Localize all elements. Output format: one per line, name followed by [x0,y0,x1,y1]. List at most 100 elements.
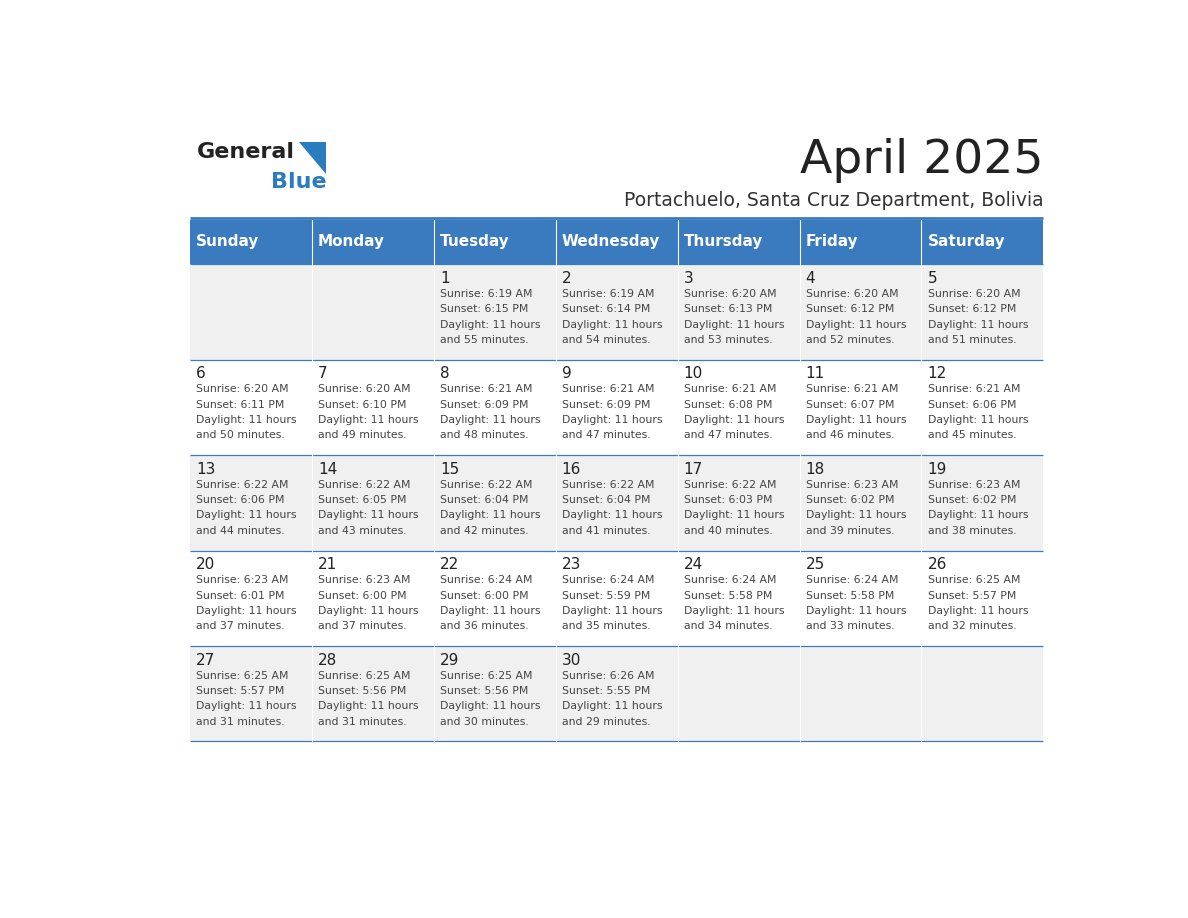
Text: Portachuelo, Santa Cruz Department, Bolivia: Portachuelo, Santa Cruz Department, Boli… [624,192,1043,210]
Text: Sunrise: 6:19 AM: Sunrise: 6:19 AM [440,289,532,299]
Text: 29: 29 [440,653,460,667]
Bar [190,646,1043,742]
Text: Sunrise: 6:24 AM: Sunrise: 6:24 AM [562,576,655,586]
Text: Daylight: 11 hours: Daylight: 11 hours [928,510,1028,521]
Text: Sunrise: 6:25 AM: Sunrise: 6:25 AM [318,671,411,681]
Text: 23: 23 [562,557,581,572]
Text: Daylight: 11 hours: Daylight: 11 hours [928,319,1028,330]
Text: Sunset: 6:01 PM: Sunset: 6:01 PM [196,590,285,600]
Text: 15: 15 [440,462,459,476]
Polygon shape [298,142,327,174]
Text: and 40 minutes.: and 40 minutes. [684,526,772,536]
Text: 21: 21 [318,557,337,572]
Text: Sunrise: 6:20 AM: Sunrise: 6:20 AM [684,289,777,299]
Text: Daylight: 11 hours: Daylight: 11 hours [562,415,662,425]
Text: Daylight: 11 hours: Daylight: 11 hours [440,510,541,521]
Text: Sunset: 5:57 PM: Sunset: 5:57 PM [928,590,1016,600]
Text: Sunset: 6:05 PM: Sunset: 6:05 PM [318,495,406,505]
Text: and 53 minutes.: and 53 minutes. [684,335,772,345]
Text: Saturday: Saturday [928,234,1005,250]
Text: Sunrise: 6:24 AM: Sunrise: 6:24 AM [440,576,532,586]
Text: 9: 9 [562,366,571,381]
Text: Sunrise: 6:23 AM: Sunrise: 6:23 AM [928,480,1020,490]
Text: General: General [197,142,296,162]
Text: and 47 minutes.: and 47 minutes. [684,431,772,441]
Text: Sunrise: 6:23 AM: Sunrise: 6:23 AM [196,576,289,586]
Text: Thursday: Thursday [684,234,763,250]
Text: and 46 minutes.: and 46 minutes. [805,431,895,441]
Text: 4: 4 [805,271,815,285]
Text: Daylight: 11 hours: Daylight: 11 hours [196,701,297,711]
Text: April 2025: April 2025 [800,139,1043,184]
Text: Sunset: 6:14 PM: Sunset: 6:14 PM [562,305,650,314]
Text: 11: 11 [805,366,824,381]
Text: 5: 5 [928,271,937,285]
Text: Sunset: 5:55 PM: Sunset: 5:55 PM [562,686,650,696]
Text: Sunset: 5:58 PM: Sunset: 5:58 PM [805,590,895,600]
Text: Sunrise: 6:23 AM: Sunrise: 6:23 AM [318,576,411,586]
Text: and 31 minutes.: and 31 minutes. [318,717,406,726]
Text: Daylight: 11 hours: Daylight: 11 hours [928,415,1028,425]
Text: Sunset: 6:09 PM: Sunset: 6:09 PM [440,399,529,409]
Text: Sunset: 5:56 PM: Sunset: 5:56 PM [440,686,529,696]
Text: Wednesday: Wednesday [562,234,661,250]
Text: 25: 25 [805,557,824,572]
Text: Sunset: 6:00 PM: Sunset: 6:00 PM [440,590,529,600]
Text: Daylight: 11 hours: Daylight: 11 hours [318,415,418,425]
Text: Sunday: Sunday [196,234,259,250]
Text: Sunrise: 6:24 AM: Sunrise: 6:24 AM [805,576,898,586]
Text: Sunset: 5:56 PM: Sunset: 5:56 PM [318,686,406,696]
Text: and 47 minutes.: and 47 minutes. [562,431,651,441]
Text: Sunrise: 6:20 AM: Sunrise: 6:20 AM [318,385,411,395]
Text: Sunrise: 6:22 AM: Sunrise: 6:22 AM [684,480,776,490]
Text: Sunrise: 6:20 AM: Sunrise: 6:20 AM [196,385,289,395]
Text: Sunrise: 6:20 AM: Sunrise: 6:20 AM [805,289,898,299]
Text: Sunrise: 6:21 AM: Sunrise: 6:21 AM [928,385,1020,395]
Text: Daylight: 11 hours: Daylight: 11 hours [440,319,541,330]
Text: Sunrise: 6:21 AM: Sunrise: 6:21 AM [440,385,532,395]
Text: Sunrise: 6:22 AM: Sunrise: 6:22 AM [440,480,532,490]
Text: Daylight: 11 hours: Daylight: 11 hours [805,606,906,616]
Text: and 51 minutes.: and 51 minutes. [928,335,1016,345]
Text: 12: 12 [928,366,947,381]
Text: Tuesday: Tuesday [440,234,510,250]
Text: Sunset: 6:15 PM: Sunset: 6:15 PM [440,305,529,314]
Text: 17: 17 [684,462,703,476]
Text: and 31 minutes.: and 31 minutes. [196,717,285,726]
Text: Daylight: 11 hours: Daylight: 11 hours [196,606,297,616]
Text: Daylight: 11 hours: Daylight: 11 hours [562,319,662,330]
Text: and 42 minutes.: and 42 minutes. [440,526,529,536]
Text: 20: 20 [196,557,215,572]
Text: 16: 16 [562,462,581,476]
Text: and 52 minutes.: and 52 minutes. [805,335,895,345]
Text: 7: 7 [318,366,328,381]
Text: and 38 minutes.: and 38 minutes. [928,526,1016,536]
Text: 26: 26 [928,557,947,572]
Text: 28: 28 [318,653,337,667]
Text: and 30 minutes.: and 30 minutes. [440,717,529,726]
Text: 1: 1 [440,271,449,285]
Text: 18: 18 [805,462,824,476]
Text: and 43 minutes.: and 43 minutes. [318,526,406,536]
Text: and 45 minutes.: and 45 minutes. [928,431,1016,441]
Text: 22: 22 [440,557,459,572]
Text: Sunset: 6:02 PM: Sunset: 6:02 PM [805,495,895,505]
Text: Sunset: 6:12 PM: Sunset: 6:12 PM [805,305,895,314]
Text: and 35 minutes.: and 35 minutes. [562,621,651,632]
Text: Daylight: 11 hours: Daylight: 11 hours [196,510,297,521]
Text: and 34 minutes.: and 34 minutes. [684,621,772,632]
Text: Daylight: 11 hours: Daylight: 11 hours [562,606,662,616]
Text: Friday: Friday [805,234,858,250]
Text: 30: 30 [562,653,581,667]
Text: Sunrise: 6:20 AM: Sunrise: 6:20 AM [928,289,1020,299]
Text: Sunrise: 6:22 AM: Sunrise: 6:22 AM [196,480,289,490]
Text: Sunrise: 6:22 AM: Sunrise: 6:22 AM [562,480,655,490]
Text: Daylight: 11 hours: Daylight: 11 hours [318,701,418,711]
Text: Sunset: 6:08 PM: Sunset: 6:08 PM [684,399,772,409]
Text: Sunset: 6:04 PM: Sunset: 6:04 PM [440,495,529,505]
Text: 19: 19 [928,462,947,476]
Text: Sunrise: 6:25 AM: Sunrise: 6:25 AM [196,671,289,681]
Text: and 54 minutes.: and 54 minutes. [562,335,651,345]
Text: Daylight: 11 hours: Daylight: 11 hours [440,606,541,616]
Text: and 50 minutes.: and 50 minutes. [196,431,285,441]
